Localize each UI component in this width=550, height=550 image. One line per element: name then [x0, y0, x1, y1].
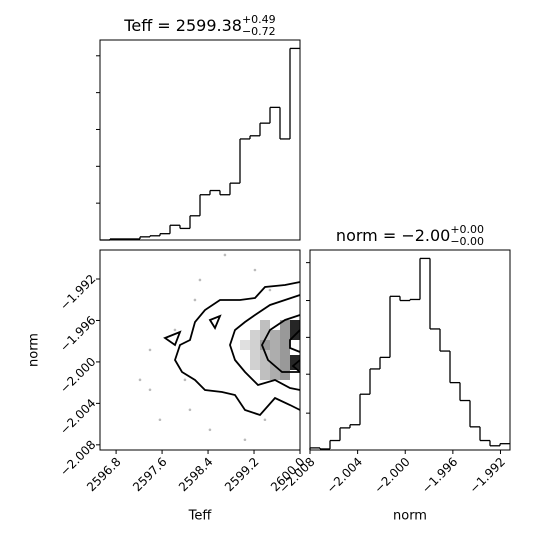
title-lower: −0.72 [242, 25, 276, 38]
scatter-point [158, 418, 162, 422]
axes-frame [99, 39, 301, 241]
axes-frame [99, 249, 301, 451]
x-tick-label: 2598.4 [176, 455, 216, 495]
density-cell [260, 320, 270, 380]
title-main: Teff = 2599.38 [123, 16, 242, 35]
density-cell [280, 320, 290, 380]
y-tick-label: −1.992 [57, 272, 98, 313]
contours [163, 281, 301, 417]
y-tick-label: −2.000 [57, 355, 98, 396]
x-tick-label: −2.000 [372, 455, 413, 496]
scatter-point [148, 388, 152, 392]
scatter-point [208, 428, 212, 432]
density-cell [250, 330, 260, 370]
scatter-point [223, 253, 227, 257]
x-tick-label: −1.992 [467, 455, 508, 496]
scatter-point [253, 268, 257, 272]
density [240, 320, 300, 380]
title-upper: +0.00 [450, 223, 484, 236]
x-axis-label: norm [393, 509, 427, 524]
contour [229, 294, 301, 391]
y-tick-label: −2.004 [57, 396, 98, 437]
x-tick-label: 2596.8 [84, 455, 124, 495]
contour [289, 329, 301, 373]
scatter-point [263, 418, 267, 422]
scatter-point [188, 408, 192, 412]
scatter-point [198, 278, 202, 282]
scatter-point [193, 298, 197, 302]
density-cell [290, 320, 300, 340]
contour [174, 281, 301, 417]
title-upper: +0.49 [242, 13, 276, 26]
x-tick-label: −1.996 [419, 455, 460, 496]
density-cell [260, 340, 270, 350]
density-cell [290, 355, 300, 370]
contour [163, 314, 222, 347]
title-lower: −0.00 [450, 235, 484, 248]
x-tick-label: 2599.2 [222, 455, 262, 495]
title-main: norm = −2.00 [336, 226, 450, 245]
axes-frame [309, 249, 511, 451]
contour [261, 314, 301, 373]
y-tick-label: −1.996 [57, 313, 98, 354]
scatter-point [148, 348, 152, 352]
y-tick-label: −2.008 [57, 438, 98, 479]
scatter-point [173, 328, 177, 332]
scatter-point [183, 378, 187, 382]
panel-title: Teff = 2599.38+0.49 −0.72 [123, 13, 275, 38]
scatter-point [268, 288, 272, 292]
scatter-point [138, 378, 142, 382]
x-tick-label: −2.004 [324, 455, 365, 496]
y-axis-label: norm [27, 333, 42, 367]
x-axis-label: Teff [188, 509, 213, 524]
panel-title: norm = −2.00+0.00 −0.00 [336, 223, 484, 248]
x-tick-label: 2597.6 [130, 455, 170, 495]
scatter-point [243, 438, 247, 442]
density-cell [270, 330, 280, 380]
density-cell [240, 340, 250, 350]
